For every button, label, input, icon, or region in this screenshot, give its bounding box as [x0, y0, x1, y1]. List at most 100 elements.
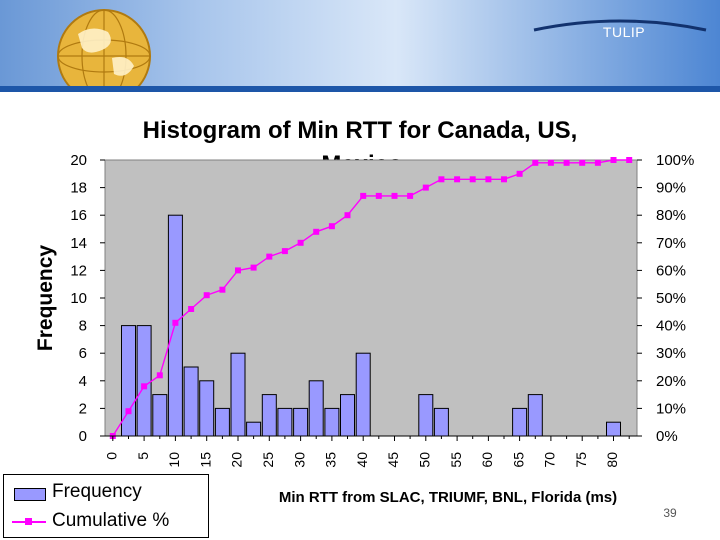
y2-axis-ticks: 0% 10% 20% 30% 40% 50% 60% 70% 80% 90% 100%	[637, 152, 694, 445]
cumulative-point	[516, 170, 523, 177]
cumulative-point	[344, 212, 351, 219]
y2-tick-label: 80%	[656, 207, 686, 224]
cumulative-point	[532, 159, 539, 166]
x-tick-label: 55	[448, 452, 464, 468]
y-tick-label: 18	[70, 180, 87, 197]
x-tick-label: 50	[417, 452, 433, 468]
cumulative-point	[266, 253, 273, 260]
histogram-bar	[340, 394, 355, 437]
cumulative-point	[328, 223, 335, 230]
cumulative-point	[407, 192, 414, 199]
brand-label: TULIP	[602, 24, 646, 40]
y2-tick-label: 90%	[656, 180, 686, 197]
y-axis-label: Frequency	[34, 245, 57, 352]
x-tick-label: 40	[354, 452, 370, 468]
y2-tick-label: 50%	[656, 290, 686, 307]
cumulative-point	[391, 192, 398, 199]
x-axis-label: Min RTT from SLAC, TRIUMF, BNL, Florida …	[279, 489, 617, 506]
x-tick-label: 75	[573, 452, 589, 468]
legend-swatch-bar	[14, 488, 46, 501]
histogram-bar	[293, 407, 309, 437]
cumulative-point	[454, 176, 461, 183]
cumulative-point	[594, 159, 601, 166]
histogram-bar	[152, 394, 168, 437]
y-axis-ticks: 0 2 4 6 8 10 12 14 16 18 20	[70, 152, 105, 445]
histogram-bar	[230, 352, 246, 437]
y2-tick-label: 100%	[656, 152, 694, 169]
histogram-bar	[214, 407, 230, 437]
y-tick-label: 6	[79, 345, 87, 362]
x-tick-label: 60	[479, 452, 495, 468]
legend-item-frequency: Frequency	[4, 479, 208, 507]
y2-tick-label: 0%	[656, 428, 678, 445]
cumulative-point	[250, 264, 257, 271]
y2-tick-label: 40%	[656, 318, 686, 335]
x-tick-label: 5	[135, 452, 151, 460]
chart-legend: Frequency Cumulative %	[3, 474, 209, 538]
cumulative-point	[485, 176, 492, 183]
cumulative-series	[109, 157, 633, 439]
y-tick-label: 12	[70, 262, 87, 279]
y-tick-label: 10	[70, 290, 87, 307]
cumulative-point	[281, 248, 288, 255]
y-tick-label: 16	[70, 207, 87, 224]
cumulative-point	[563, 159, 570, 166]
histogram-bar	[308, 380, 324, 437]
cumulative-point	[579, 159, 586, 166]
y2-tick-label: 10%	[656, 400, 686, 417]
histogram-bar	[324, 407, 340, 437]
cumulative-point	[438, 176, 445, 183]
legend-swatch-marker	[25, 518, 32, 525]
cumulative-point	[501, 176, 507, 183]
cumulative-point	[235, 267, 241, 274]
cumulative-point	[360, 192, 367, 199]
header-divider	[0, 86, 720, 92]
cumulative-point	[313, 228, 320, 235]
histogram-bar	[199, 380, 215, 437]
legend-item-cumulative: Cumulative %	[4, 508, 208, 536]
cumulative-point	[469, 176, 476, 183]
histogram-bar	[606, 421, 621, 437]
x-tick-label: 65	[510, 452, 526, 468]
x-tick-label: 15	[197, 452, 213, 468]
y2-tick-label: 20%	[656, 373, 686, 390]
histogram-bar	[512, 407, 528, 437]
histogram-bar	[136, 325, 152, 437]
cumulative-point	[156, 372, 163, 379]
y-tick-label: 20	[70, 152, 87, 169]
y-tick-label: 8	[79, 318, 87, 335]
histogram-bar	[433, 407, 449, 437]
x-tick-label: 35	[323, 452, 339, 468]
y-tick-label: 0	[79, 428, 87, 445]
histogram-bar	[261, 394, 277, 437]
histogram-bar	[527, 394, 543, 437]
x-tick-label: 10	[166, 452, 182, 468]
cumulative-point	[141, 383, 148, 390]
cumulative-point	[610, 157, 617, 163]
x-axis-ticks: 0 5 10 15 20 25 30 35 40 45 50 55 60 65 70 75 80	[104, 436, 630, 468]
y2-tick-label: 70%	[656, 235, 686, 252]
cumulative-point	[172, 319, 179, 326]
legend-label: Frequency	[52, 481, 142, 502]
histogram-bar	[277, 407, 293, 437]
x-tick-label: 45	[385, 452, 401, 468]
histogram-bar	[246, 421, 262, 437]
slide-number: 39	[663, 506, 677, 520]
cumulative-point	[188, 306, 195, 312]
cumulative-point	[219, 286, 226, 293]
brand-arc-icon	[533, 19, 707, 32]
histogram-bar	[183, 366, 199, 437]
x-tick-label: 70	[542, 452, 558, 468]
legend-label: Cumulative %	[52, 510, 170, 531]
histogram-bar	[418, 394, 434, 437]
cumulative-point	[203, 292, 210, 299]
x-tick-label: 80	[604, 452, 620, 468]
cumulative-point	[297, 239, 304, 246]
cumulative-line	[112, 159, 630, 437]
y-tick-label: 14	[70, 235, 87, 252]
x-tick-label: 25	[260, 452, 276, 468]
cumulative-point	[125, 408, 132, 415]
globe-icon	[57, 9, 151, 88]
cumulative-point	[422, 184, 429, 191]
